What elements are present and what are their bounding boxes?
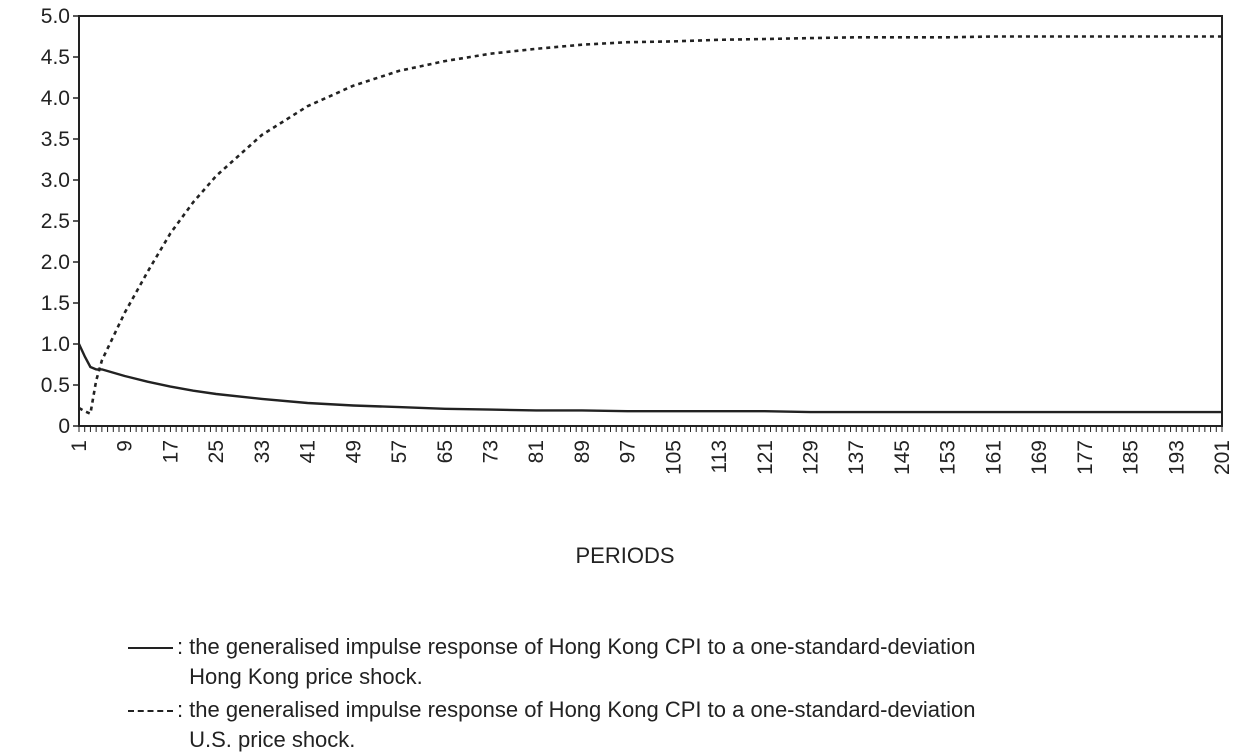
x-tick-label: 185	[1120, 440, 1143, 475]
y-tick-label: 5.0	[41, 5, 70, 28]
x-tick-label: 89	[571, 440, 594, 463]
x-tick-label: 129	[800, 440, 823, 475]
x-tick-label: 201	[1211, 440, 1234, 475]
y-tick-label: 1.5	[41, 292, 70, 315]
x-tick-label: 73	[479, 440, 502, 463]
x-tick-label: 81	[525, 440, 548, 463]
y-tick-label: 3.0	[41, 169, 70, 192]
x-tick-label: 121	[754, 440, 777, 475]
x-tick-label: 1	[68, 440, 91, 452]
x-tick-label: 105	[662, 440, 685, 475]
x-tick-label: 9	[114, 440, 137, 452]
series-solid-line	[77, 343, 1222, 414]
x-tick-label: 57	[388, 440, 411, 463]
y-tick-label: 4.0	[41, 87, 70, 110]
y-tick-label: 2.0	[41, 251, 70, 274]
y-tick-label: 2.5	[41, 210, 70, 233]
x-tick-label: 65	[434, 440, 457, 463]
x-tick-label: 177	[1074, 440, 1097, 475]
x-axis-title: PERIODS	[575, 543, 674, 568]
y-axis-ticks: 0 0.5 1.0 1.5 2.0 2.5 3.0 3.5 4.0 4.5 5.0	[41, 5, 79, 438]
x-tick-label: 33	[251, 440, 274, 463]
x-tick-label: 193	[1165, 440, 1188, 475]
plot-area	[78, 15, 1223, 427]
x-tick-label: 113	[708, 440, 731, 473]
x-tick-label: 161	[982, 440, 1005, 475]
y-tick-label: 0	[58, 415, 70, 438]
x-axis-ticks: 1 9 17 25 33 41 49 57 65 73 81 89 97 105 113 121 129 137 1…	[68, 440, 1234, 475]
x-axis-minor-ticks	[78, 426, 1223, 432]
x-tick-label: 137	[845, 440, 868, 475]
y-tick-label: 3.5	[41, 128, 70, 151]
x-tick-label: 25	[205, 440, 228, 463]
x-tick-label: 153	[937, 440, 960, 475]
y-tick-label: 0.5	[41, 374, 70, 397]
series-layer	[77, 35, 1222, 415]
y-tick-label: 1.0	[41, 333, 70, 356]
x-tick-label: 49	[342, 440, 365, 463]
x-tick-label: 169	[1028, 440, 1051, 475]
x-tick-label: 97	[617, 440, 640, 463]
y-tick-label: 4.5	[41, 46, 70, 69]
x-tick-label: 41	[297, 440, 320, 463]
x-tick-label: 145	[891, 440, 914, 475]
x-tick-label: 17	[159, 440, 182, 463]
